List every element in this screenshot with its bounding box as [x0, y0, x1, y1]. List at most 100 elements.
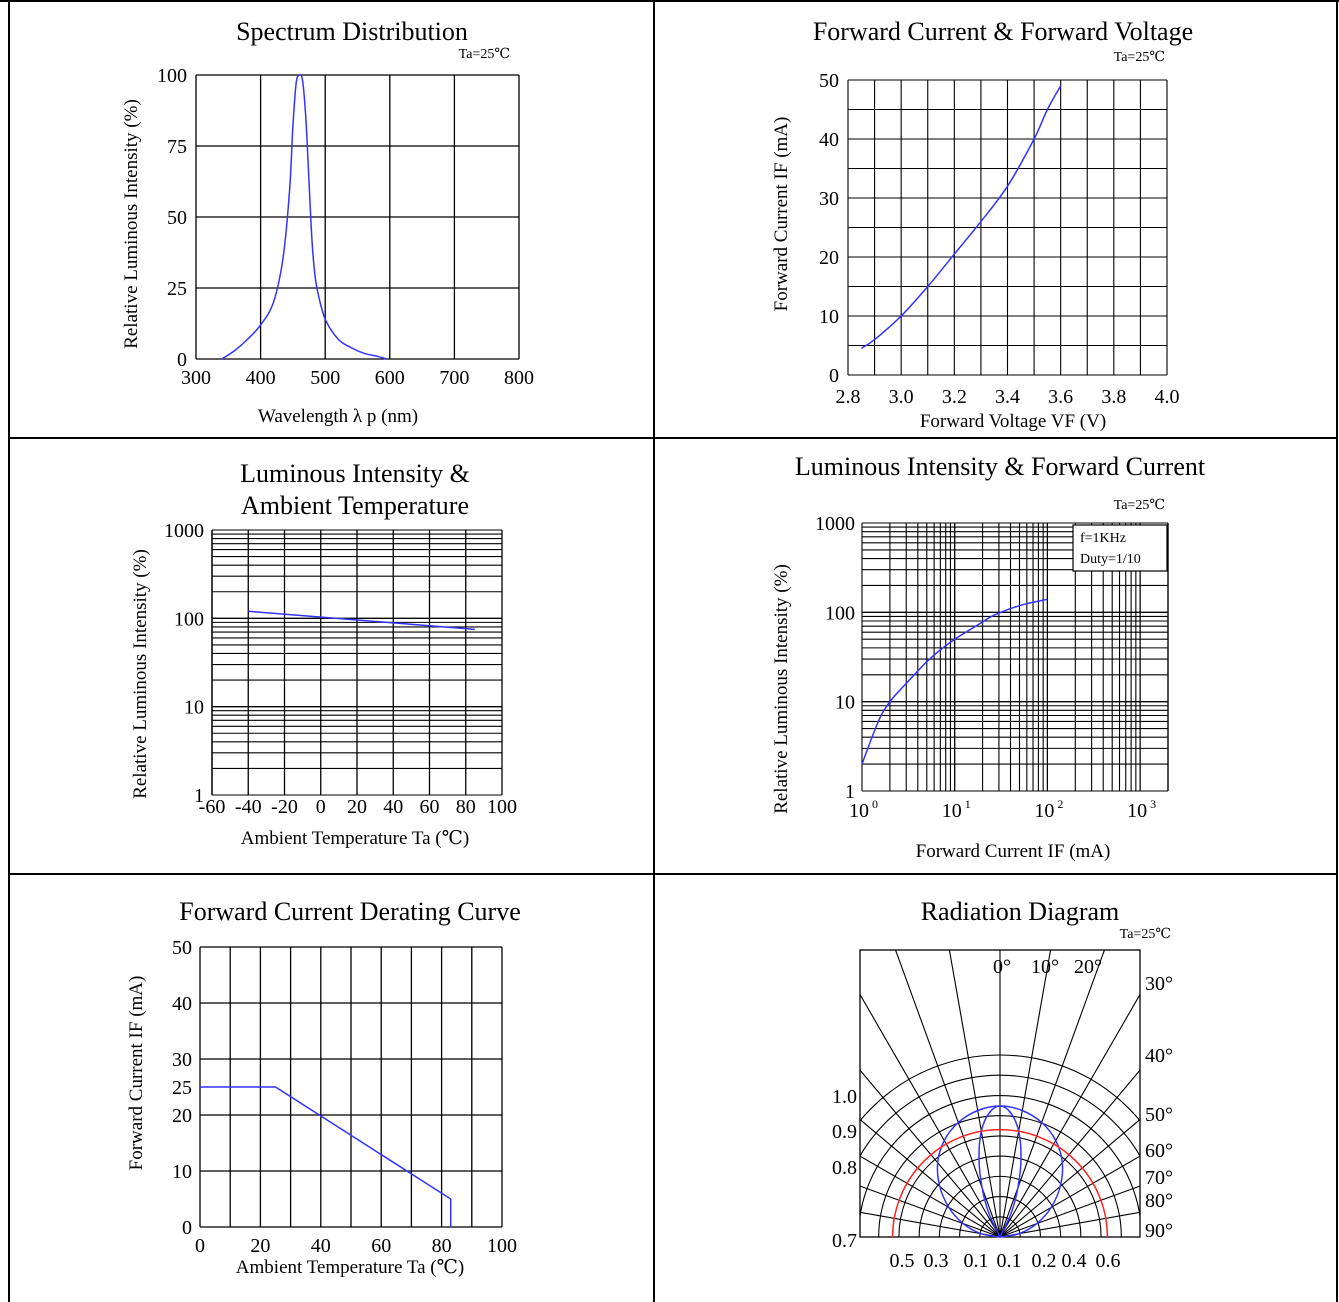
- derating-ytick: 30: [172, 1049, 192, 1071]
- spectrum-ytick: 50: [167, 207, 187, 229]
- ivtemp-title-line1: Luminous Intensity &: [240, 459, 470, 488]
- radiation-angle-right: 80°: [1145, 1190, 1173, 1212]
- ivtemp-chart: Luminous Intensity & Ambient Temperature…: [10, 439, 654, 874]
- radiation-angle-right: 50°: [1145, 1104, 1173, 1126]
- spectrum-chart: Spectrum Distribution Ta=25℃ Relative Lu…: [10, 2, 654, 438]
- radiation-chart: Radiation Diagram Ta=25℃ 0° 10° 20° 30° 40° 5…: [655, 875, 1337, 1302]
- ivif-title: Luminous Intensity & Forward Current: [795, 452, 1206, 481]
- radiation-spoke: [999, 1118, 1140, 1237]
- spectrum-ytick: 0: [177, 349, 187, 371]
- radiation-spoke: [999, 993, 1140, 1237]
- radiation-left-tick: 0.7: [832, 1230, 857, 1252]
- ivtemp-svg: Luminous Intensity & Ambient Temperature…: [130, 459, 517, 849]
- ivtemp-xtick: 40: [383, 796, 403, 818]
- ivif-ytick: 1: [845, 781, 855, 803]
- derating-xtick: 0: [195, 1235, 205, 1257]
- spectrum-xtick: 600: [375, 367, 405, 389]
- spectrum-xtick: 700: [439, 367, 469, 389]
- radiation-angle-right: 40°: [1145, 1045, 1173, 1067]
- ivif-xtick-exp: 3: [1150, 797, 1156, 811]
- radiation-spoke: [894, 950, 1001, 1237]
- radiation-bottom-tick: 0.4: [1062, 1250, 1087, 1272]
- ivif-ytick: 100: [825, 602, 855, 624]
- ivif-ylabel: Relative Luminous Intensity (%): [771, 564, 792, 814]
- derating-xtick: 40: [311, 1235, 331, 1257]
- ifvf-condition: Ta=25℃: [1114, 50, 1165, 65]
- ivif-legend-line2: Duty=1/10: [1080, 552, 1141, 567]
- ifvf-xtick: 3.8: [1101, 386, 1126, 408]
- ivtemp-ytick: 1: [194, 785, 204, 807]
- derating-xtick: 80: [432, 1235, 452, 1257]
- ifvf-xlabel: Forward Voltage VF (V): [920, 411, 1106, 432]
- derating-ylabel: Forward Current IF (mA): [126, 976, 147, 1171]
- ivif-xtick-exp: 2: [1057, 797, 1063, 811]
- ivtemp-xtick: 100: [487, 796, 517, 818]
- ivtemp-ytick: 100: [174, 608, 204, 630]
- radiation-spoke: [948, 950, 1001, 1237]
- ifvf-chart: Forward Current & Forward Voltage Ta=25℃…: [655, 2, 1337, 438]
- radiation-narrow-curve: [978, 1105, 1022, 1238]
- ivif-xtick-base: 10: [1127, 800, 1147, 822]
- radiation-bottom-tick: 0.6: [1096, 1250, 1121, 1272]
- radiation-angle-right: 60°: [1145, 1140, 1173, 1162]
- derating-xlabel: Ambient Temperature Ta (℃): [236, 1257, 464, 1278]
- radiation-angle-top: 20°: [1074, 956, 1102, 978]
- radiation-bottom-tick: 0.5: [890, 1250, 915, 1272]
- derating-ytick: 10: [172, 1161, 192, 1183]
- ivif-curve: [861, 598, 1048, 765]
- ifvf-xtick: 3.2: [942, 386, 967, 408]
- ivif-xtick-exp: 0: [872, 797, 878, 811]
- radiation-spoke: [860, 1185, 1001, 1237]
- radiation-condition: Ta=25℃: [1120, 927, 1171, 942]
- radiation-left-tick: 0.9: [832, 1121, 857, 1143]
- derating-xtick: 20: [250, 1235, 270, 1257]
- spectrum-condition: Ta=25℃: [459, 47, 510, 62]
- ifvf-ytick: 10: [819, 306, 839, 328]
- radiation-spoke: [860, 1211, 1001, 1237]
- derating-ytick: 40: [172, 993, 192, 1015]
- ivif-legend-line1: f=1KHz: [1080, 531, 1126, 546]
- derating-xtick: 100: [487, 1235, 517, 1257]
- ifvf-ylabel: Forward Current IF (mA): [771, 117, 792, 312]
- ivif-xlabel: Forward Current IF (mA): [916, 841, 1111, 862]
- ivif-ytick: 10: [835, 692, 855, 714]
- radiation-spoke: [999, 1211, 1140, 1237]
- spectrum-svg: Spectrum Distribution Ta=25℃ Relative Lu…: [121, 17, 534, 427]
- ivif-xtick-base: 10: [849, 800, 869, 822]
- radiation-bottom-tick: 0.2: [1032, 1250, 1057, 1272]
- ivtemp-ylabel: Relative Luminous Intensity (%): [130, 549, 151, 799]
- ivtemp-curve: [248, 610, 475, 631]
- ifvf-curve: [860, 85, 1062, 350]
- radiation-spoke: [860, 993, 1001, 1237]
- derating-svg: Forward Current Derating Curve Forward C…: [126, 897, 521, 1278]
- spectrum-ytick: 75: [167, 136, 187, 158]
- radiation-spoke: [999, 1155, 1140, 1237]
- radiation-svg: Radiation Diagram Ta=25℃ 0° 10° 20° 30° 40° 5…: [832, 897, 1173, 1272]
- ivtemp-xtick: 20: [347, 796, 367, 818]
- radiation-bottom-tick: 0.1: [964, 1250, 989, 1272]
- ifvf-ytick: 40: [819, 129, 839, 151]
- radiation-spoke: [999, 950, 1052, 1237]
- spectrum-ytick: 25: [167, 278, 187, 300]
- ivtemp-xtick: -60: [199, 796, 226, 818]
- spectrum-xtick: 500: [310, 367, 340, 389]
- radiation-angle-top: 0°: [993, 956, 1011, 978]
- ivtemp-xtick: -40: [235, 796, 262, 818]
- ivtemp-xtick: 60: [420, 796, 440, 818]
- ifvf-title: Forward Current & Forward Voltage: [813, 17, 1193, 46]
- derating-chart: Forward Current Derating Curve Forward C…: [10, 875, 654, 1302]
- derating-curve: [200, 1086, 452, 1227]
- ifvf-xtick: 3.6: [1048, 386, 1073, 408]
- ivif-svg: Luminous Intensity & Forward Current Ta=…: [771, 452, 1206, 862]
- ifvf-ytick: 20: [819, 247, 839, 269]
- spectrum-ylabel: Relative Luminous Intensity (%): [121, 99, 142, 349]
- spectrum-xlabel: Wavelength λ p (nm): [258, 406, 418, 427]
- radiation-left-tick: 1.0: [832, 1086, 857, 1108]
- ivif-xtick-base: 10: [942, 800, 962, 822]
- radiation-bottom-tick: 0.1: [997, 1250, 1022, 1272]
- ivtemp-ytick: 10: [184, 697, 204, 719]
- derating-ytick: 0: [182, 1217, 192, 1239]
- derating-title: Forward Current Derating Curve: [179, 897, 521, 926]
